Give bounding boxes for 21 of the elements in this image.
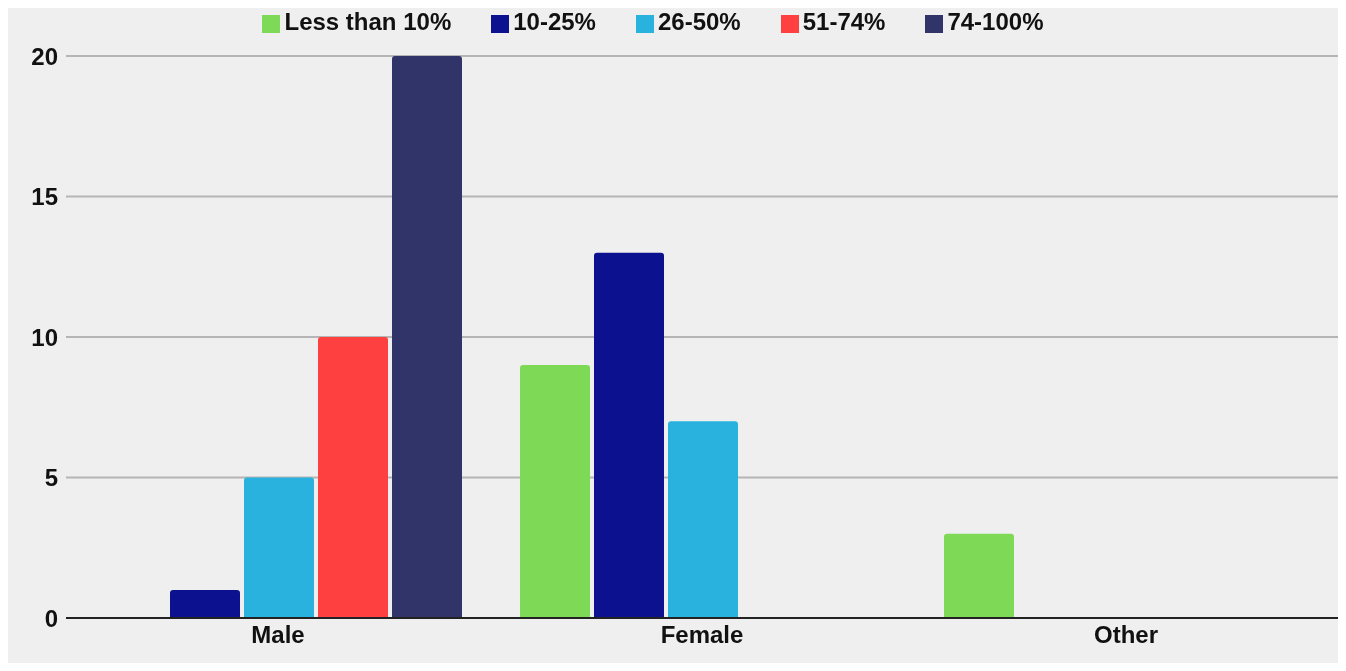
bar [668,421,738,618]
y-tick-label: 5 [44,464,58,492]
y-tick-label: 20 [31,42,58,70]
bar [170,589,240,618]
legend-label: 74-100% [947,8,1044,35]
y-tick-label: 15 [31,183,58,211]
legend-label: 26-50% [657,8,741,35]
bar [594,252,664,618]
bar [520,365,590,618]
bar [944,533,1014,618]
legend-label: Less than 10% [284,8,452,35]
y-tick-label: 0 [44,604,58,632]
legend-label: 51-74% [802,8,886,35]
legend-label: 10-25% [513,8,596,35]
bar [244,477,314,618]
y-tick-label: 10 [31,323,58,351]
x-tick-label: Other [1093,621,1159,649]
x-tick-label: Female [660,621,744,649]
bar [318,337,388,618]
bar [392,56,462,618]
x-tick-label: Male [251,621,305,649]
